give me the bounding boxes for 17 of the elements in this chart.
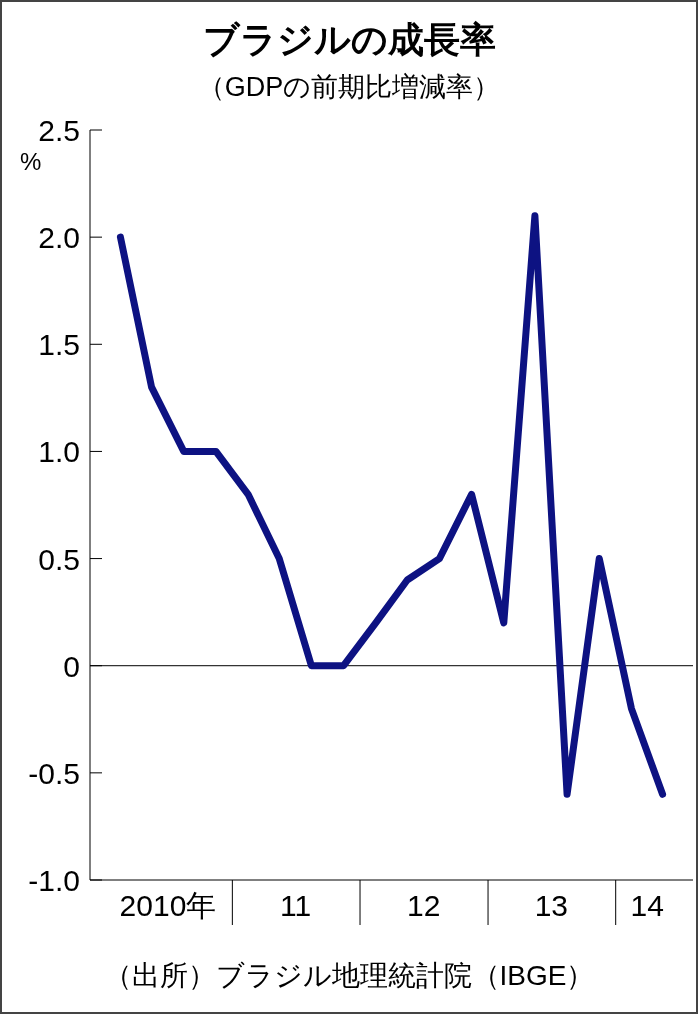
- y-tick-label: -1.0: [28, 864, 80, 897]
- y-tick-label: 2.5: [38, 114, 80, 147]
- x-tick-label: 12: [406, 889, 441, 922]
- y-tick-label: 0.5: [38, 542, 80, 576]
- y-axis-title: %: [20, 148, 42, 175]
- y-tick-label: 1.5: [38, 328, 80, 362]
- x-tick-label: 11: [280, 889, 312, 922]
- y-tick-label: 2.0: [38, 221, 80, 255]
- chart-title: ブラジルの成長率: [202, 19, 496, 60]
- y-tick-label: 1.0: [38, 435, 80, 469]
- x-tick-label: 13: [534, 889, 569, 922]
- y-tick-label: -0.5: [28, 756, 80, 790]
- x-tick-label: 14: [630, 889, 664, 922]
- text: （出所）ブラジル地理統計院（IBGE）: [103, 960, 595, 991]
- chart-subtitle: （GDPの前期比増減率）: [197, 72, 501, 102]
- y-tick-label: 0: [63, 649, 80, 683]
- x-tick-label: 2010年: [119, 889, 217, 922]
